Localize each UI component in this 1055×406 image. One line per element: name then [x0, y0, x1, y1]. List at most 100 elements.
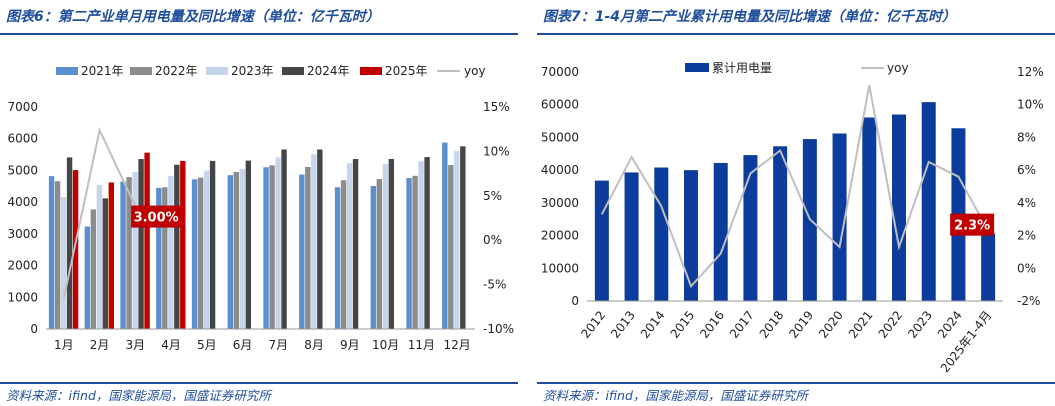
- annotation-label: 2.3%: [954, 219, 990, 234]
- bar-2023年-4月: [168, 175, 174, 329]
- bar-2023年-8月: [311, 154, 317, 329]
- left-source-rule: [0, 382, 518, 384]
- bar-2022年-2月: [90, 209, 97, 329]
- x-tick-label: 2021: [846, 308, 876, 341]
- y2-tick-label: 0%: [483, 233, 502, 247]
- legend-label-yoy: yoy: [887, 61, 909, 75]
- bar-2022年-6月: [233, 172, 240, 329]
- right-chart-title: 图表7：1-4月第二产业累计用电量及同比增速（单位：亿千瓦时）: [543, 9, 957, 25]
- legend-swatch-2022年: [130, 67, 152, 75]
- y2-tick-label: 4%: [1017, 196, 1036, 210]
- legend-swatch-2023年: [206, 67, 228, 75]
- legend-label-2022年: 2022年: [155, 64, 198, 78]
- y2-tick-label: -5%: [483, 278, 506, 292]
- x-tick-label: 2014: [638, 308, 668, 341]
- y-tick-label: 2000: [7, 259, 38, 273]
- bar-2021年-12月: [442, 142, 448, 329]
- legend-label-2023年: 2023年: [231, 64, 274, 78]
- bar-2023年-2月: [96, 185, 103, 329]
- x-tick-label: 2024: [935, 308, 965, 341]
- bar-2024年-1月: [66, 157, 73, 329]
- bar-2013: [624, 172, 639, 301]
- bar-2021年-7月: [263, 167, 269, 329]
- x-tick-label: 2017: [727, 308, 757, 341]
- y-tick-label: 50000: [541, 130, 579, 144]
- y2-tick-label: 8%: [1017, 130, 1036, 144]
- x-tick-label: 2023: [905, 308, 935, 341]
- bar-2024年-3月: [138, 159, 144, 329]
- right-chart: 累计用电量 yoy 0 10000 20000 30000 40000 50000 60000 7…: [541, 61, 1044, 375]
- bar-2023年-10月: [382, 164, 389, 329]
- legend-label-2025年: 2025年: [385, 64, 428, 78]
- y-tick-label: 5000: [7, 163, 38, 177]
- y2-tick-label: 2%: [1017, 229, 1036, 243]
- legend-swatch-2024年: [282, 67, 304, 75]
- bar-2023年-3月: [132, 172, 138, 329]
- bar-2021年-11月: [406, 178, 412, 329]
- legend-label-2021年: 2021年: [81, 64, 124, 78]
- right-source-note: 资料来源：ifind，国家能源局，国盛证券研究所: [543, 388, 808, 403]
- annotation-box: [131, 205, 182, 228]
- left-chart: 2021年 2022年 2023年 2024年 2025年 yoy 0 1000 2000 300…: [7, 64, 514, 352]
- bar-2022年-7月: [269, 165, 275, 329]
- left-chart-title: 图表6：第二产业单月用电量及同比增速（单位：亿千瓦时）: [6, 9, 380, 25]
- x-tick-label: 11月: [408, 338, 435, 352]
- y2-tick-label: -10%: [483, 322, 514, 336]
- bar-2025年-3月: [144, 152, 150, 329]
- x-tick-label: 7月: [269, 338, 289, 352]
- bar-2021年-3月: [120, 181, 126, 329]
- legend-swatch-累计用电量: [685, 63, 709, 72]
- x-tick-label: 2020: [816, 308, 846, 341]
- x-tick-label: 1月: [54, 338, 74, 352]
- y-tick-label: 30000: [541, 196, 579, 210]
- right-source-rule: [537, 382, 1055, 384]
- x-tick-label: 2018: [757, 308, 787, 341]
- legend-label-累计用电量: 累计用电量: [712, 61, 772, 75]
- bar-2022年-5月: [197, 177, 204, 329]
- y2-tick-label: 12%: [1017, 65, 1044, 79]
- y-tick-label: 3000: [7, 227, 38, 241]
- legend-swatch-2025年: [360, 67, 382, 75]
- bar-2023年-7月: [275, 157, 281, 329]
- x-tick-label: 5月: [197, 338, 217, 352]
- y-tick-label: 60000: [541, 98, 579, 112]
- y2-tick-label: 6%: [1017, 163, 1036, 177]
- y2-tick-label: 10%: [1017, 98, 1044, 112]
- y2-tick-label: -2%: [1017, 294, 1040, 308]
- bar-2015: [684, 170, 698, 301]
- bar-2021年-8月: [299, 174, 305, 329]
- y-tick-label: 6000: [7, 132, 38, 146]
- bar-2025年-4月: [180, 160, 186, 329]
- bar-2021年-10月: [370, 185, 377, 329]
- y-tick-label: 10000: [541, 261, 579, 275]
- y-tick-label: 0: [571, 294, 579, 308]
- bar-2023年-6月: [239, 169, 246, 329]
- bar-2021年-9月: [334, 187, 341, 329]
- bar-2023年-11月: [418, 161, 424, 329]
- bar-2022年-8月: [305, 166, 311, 329]
- bar-2016: [713, 162, 728, 301]
- bar-2022年-9月: [340, 180, 347, 329]
- bar-2024年-4月: [174, 164, 180, 329]
- bar-2021年-5月: [191, 179, 198, 329]
- bar-2022年-10月: [376, 178, 383, 329]
- y-tick-label: 40000: [541, 163, 579, 177]
- bar-2023年-9月: [346, 163, 353, 329]
- y-tick-label: 4000: [7, 195, 38, 209]
- y2-tick-label: 15%: [483, 100, 510, 114]
- annotation-box: [950, 213, 995, 236]
- bar-2021年-6月: [227, 175, 234, 329]
- bar-2014: [654, 167, 669, 301]
- yoy-line: [600, 84, 990, 289]
- bar-2024年-2月: [102, 198, 109, 329]
- x-tick-label: 2016: [697, 308, 727, 341]
- bar-2021年-2月: [84, 226, 91, 329]
- bar-2022年-12月: [448, 165, 454, 329]
- x-tick-label: 9月: [340, 338, 360, 352]
- x-tick-label: 2012: [578, 308, 608, 341]
- x-tick-label: 2013: [608, 308, 638, 341]
- bar-2025年-1月: [72, 170, 79, 329]
- legend-label-2024年: 2024年: [307, 64, 350, 78]
- bar-2018: [773, 146, 788, 301]
- bar-2024年-9月: [352, 159, 359, 329]
